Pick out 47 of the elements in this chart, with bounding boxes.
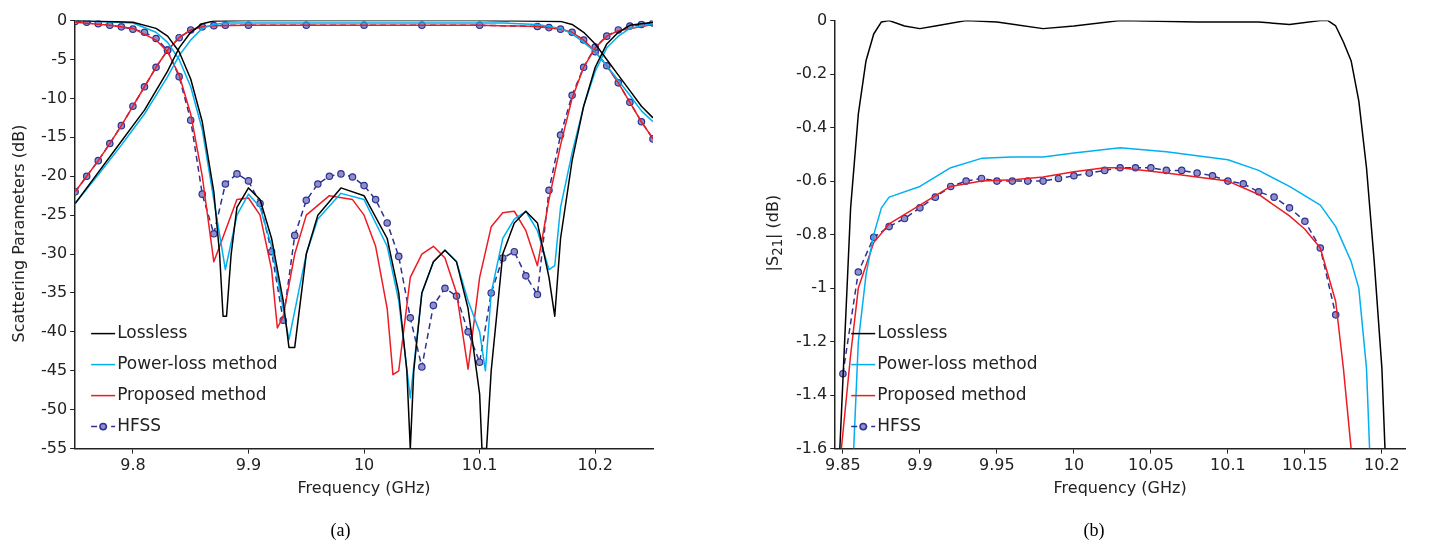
y-tick-label: -50 (40, 398, 68, 418)
legend-label: Proposed method (117, 384, 267, 405)
y-tick-label: -25 (40, 204, 68, 224)
x-axis-title: Frequency (GHz) (1053, 477, 1187, 497)
y-tick-label: -20 (40, 165, 68, 185)
y-tick-label: -1.4 (796, 384, 828, 404)
x-axis-title: Frequency (GHz) (297, 477, 431, 497)
legend-label: Proposed method (877, 384, 1027, 405)
legend-label: Power-loss method (877, 353, 1038, 374)
y-tick-label: -45 (40, 359, 68, 379)
y-tick-label: 0 (817, 9, 828, 29)
y-tick-label: -40 (40, 321, 68, 341)
legend-label: HFSS (877, 415, 922, 436)
y-tick-label: 0 (56, 9, 68, 29)
x-tick-label: 9.9 (235, 455, 262, 475)
legend-label: Lossless (117, 322, 188, 343)
x-tick-label: 10.15 (1282, 455, 1328, 475)
x-tick-label: 10.2 (1364, 455, 1400, 475)
y-tick-label: -0.6 (796, 170, 828, 190)
x-tick-label: 10.05 (1128, 455, 1174, 475)
y-tick-label: -1 (811, 277, 828, 297)
y-tick-label: -15 (40, 126, 68, 146)
x-tick-label: 10 (353, 455, 375, 475)
legend-label: Lossless (877, 322, 948, 343)
x-tick-label: 10.1 (461, 455, 498, 475)
x-tick-label: 10.2 (577, 455, 614, 475)
y-tick-label: -0.2 (796, 63, 828, 83)
y-tick-label: -1.2 (796, 330, 828, 350)
y-tick-label: -10 (40, 87, 68, 107)
x-tick-label: 10 (1063, 455, 1085, 475)
y-tick-label: -5 (51, 48, 68, 68)
x-tick-label: 9.95 (979, 455, 1015, 475)
y-axis-title: Scattering Parameters (dB) (9, 124, 29, 342)
y-tick-label: -0.4 (796, 116, 828, 136)
y-tick-label: -1.6 (796, 437, 828, 457)
text: (b) (1082, 520, 1106, 541)
legend-label: Power-loss method (117, 353, 278, 374)
x-tick-label: 10.1 (1210, 455, 1246, 475)
y-tick-label: -0.8 (796, 223, 828, 243)
legend-label: HFSS (117, 415, 161, 436)
x-tick-label: 9.85 (825, 455, 861, 475)
text: (a) (329, 520, 352, 541)
x-tick-label: 9.9 (907, 455, 933, 475)
y-tick-label: -35 (40, 282, 68, 302)
y-tick-label: -55 (40, 437, 68, 457)
y-tick-label: -30 (40, 243, 68, 263)
x-tick-label: 9.8 (120, 455, 146, 475)
